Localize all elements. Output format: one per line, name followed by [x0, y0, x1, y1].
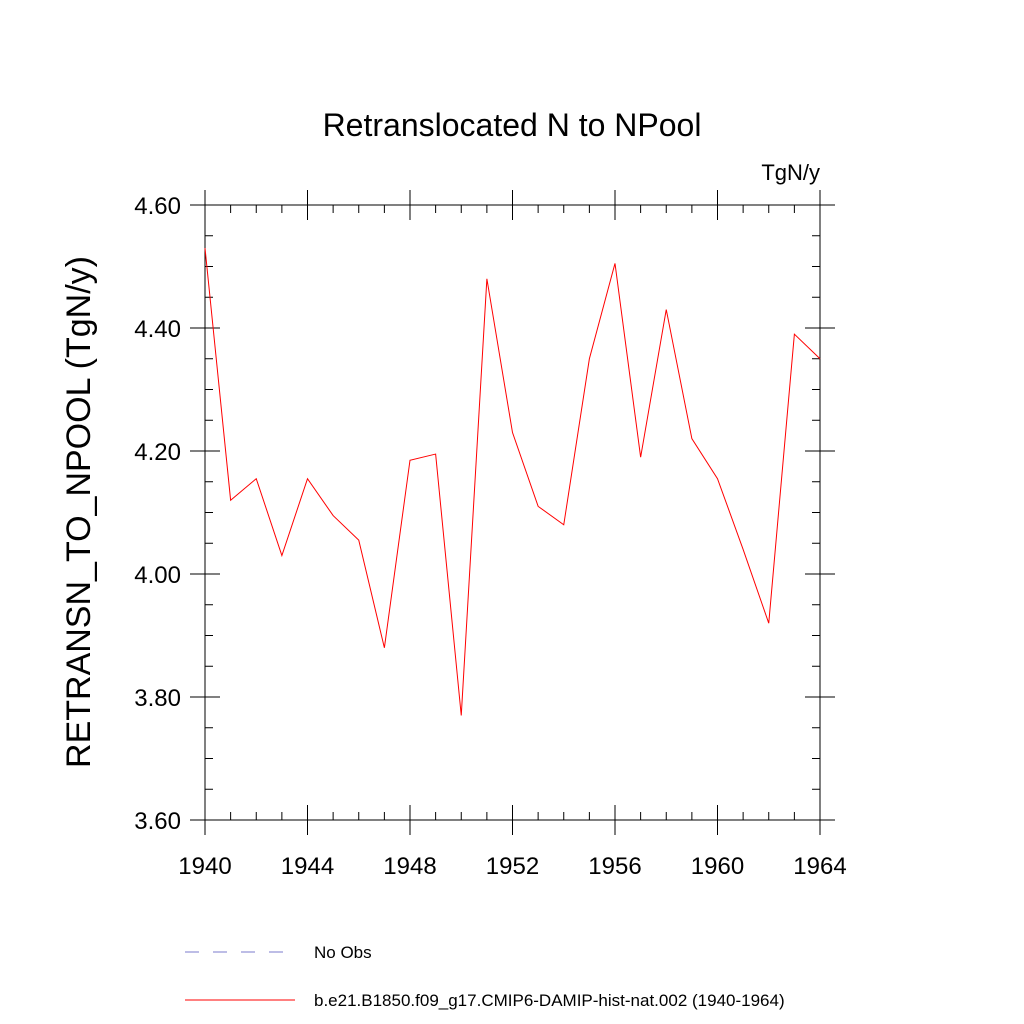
- x-tick-label: 1952: [486, 853, 539, 880]
- y-tick-label: 3.80: [134, 685, 181, 712]
- plot-border: [204, 204, 821, 821]
- y-tick-label: 4.60: [134, 193, 181, 220]
- x-tick-label: 1960: [691, 853, 744, 880]
- x-tick-label: 1964: [793, 853, 846, 880]
- x-tick-label: 1940: [178, 853, 231, 880]
- y-tick-label: 4.00: [134, 562, 181, 589]
- x-axis-ticks: 1940 1944 1948 1952 1956 1960 1964: [178, 190, 847, 880]
- units-label: TgN/y: [761, 160, 820, 185]
- y-tick-label: 3.60: [134, 808, 181, 835]
- legend-entry: b.e21.B1850.f09_g17.CMIP6-DAMIP-hist-nat…: [314, 991, 785, 1010]
- x-tick-label: 1956: [588, 853, 641, 880]
- y-tick-label: 4.40: [134, 316, 181, 343]
- y-axis-label: RETRANSN_TO_NPOOL (TgN/y): [60, 256, 98, 768]
- chart-title: Retranslocated N to NPool: [323, 107, 702, 143]
- legend-entry: No Obs: [314, 943, 372, 962]
- y-axis-ticks: 3.60 3.80 4.00 4.20 4.40 4.60: [134, 193, 835, 835]
- series-layer: [204, 247, 821, 716]
- y-tick-label: 4.20: [134, 439, 181, 466]
- legend: No Obs b.e21.B1850.f09_g17.CMIP6-DAMIP-hi…: [185, 943, 785, 1010]
- x-tick-label: 1944: [281, 853, 334, 880]
- plot-frame: [204, 204, 821, 821]
- x-tick-label: 1948: [383, 853, 436, 880]
- series-line: [204, 247, 821, 716]
